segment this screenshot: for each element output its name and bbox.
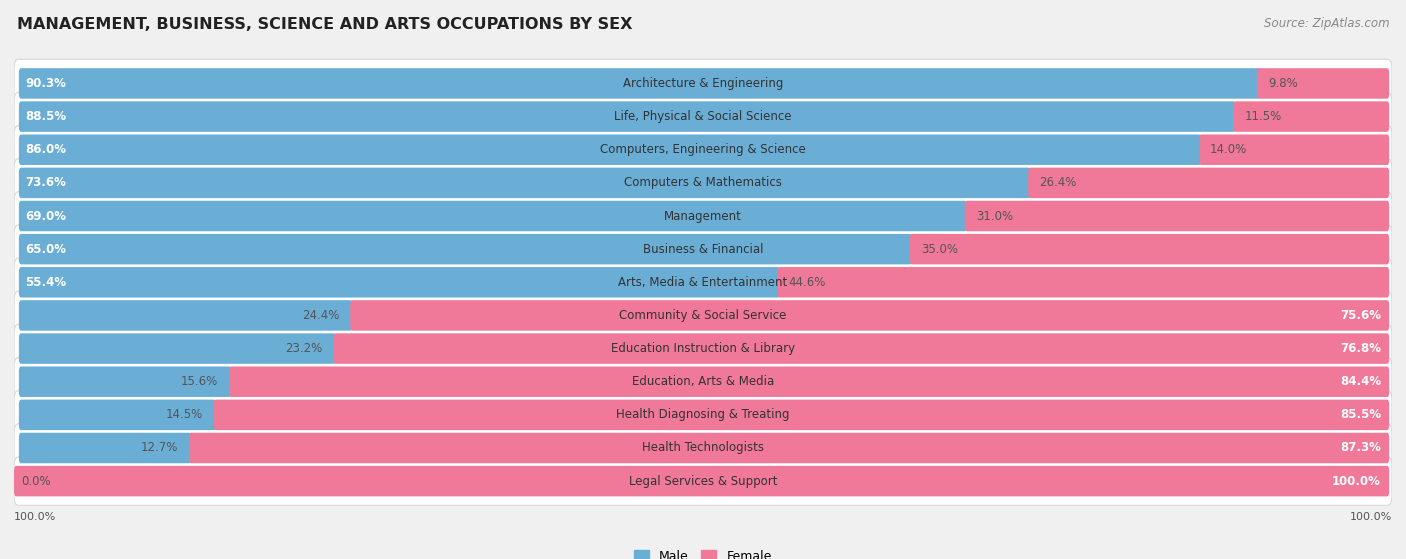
Text: MANAGEMENT, BUSINESS, SCIENCE AND ARTS OCCUPATIONS BY SEX: MANAGEMENT, BUSINESS, SCIENCE AND ARTS O… bbox=[17, 17, 633, 32]
FancyBboxPatch shape bbox=[14, 92, 1392, 141]
FancyBboxPatch shape bbox=[14, 324, 1392, 373]
FancyBboxPatch shape bbox=[18, 300, 353, 331]
FancyBboxPatch shape bbox=[18, 433, 191, 463]
FancyBboxPatch shape bbox=[18, 135, 1201, 165]
Text: 14.5%: 14.5% bbox=[166, 409, 202, 421]
FancyBboxPatch shape bbox=[188, 433, 1389, 463]
Text: 76.8%: 76.8% bbox=[1340, 342, 1381, 355]
Text: 73.6%: 73.6% bbox=[25, 177, 66, 190]
FancyBboxPatch shape bbox=[18, 68, 1260, 99]
FancyBboxPatch shape bbox=[14, 358, 1392, 406]
Text: 65.0%: 65.0% bbox=[25, 243, 66, 255]
Text: Education, Arts & Media: Education, Arts & Media bbox=[631, 375, 775, 388]
Text: Management: Management bbox=[664, 210, 742, 222]
Text: 23.2%: 23.2% bbox=[285, 342, 323, 355]
Text: Life, Physical & Social Science: Life, Physical & Social Science bbox=[614, 110, 792, 123]
FancyBboxPatch shape bbox=[14, 457, 1392, 505]
Text: 90.3%: 90.3% bbox=[25, 77, 66, 90]
FancyBboxPatch shape bbox=[18, 234, 911, 264]
FancyBboxPatch shape bbox=[350, 300, 1389, 331]
FancyBboxPatch shape bbox=[18, 168, 1031, 198]
FancyBboxPatch shape bbox=[778, 267, 1389, 297]
Text: 86.0%: 86.0% bbox=[25, 143, 66, 156]
Text: 15.6%: 15.6% bbox=[181, 375, 218, 388]
Text: 88.5%: 88.5% bbox=[25, 110, 66, 123]
Text: 12.7%: 12.7% bbox=[141, 442, 179, 454]
FancyBboxPatch shape bbox=[333, 333, 1389, 364]
FancyBboxPatch shape bbox=[14, 291, 1392, 340]
Text: 85.5%: 85.5% bbox=[1340, 409, 1381, 421]
FancyBboxPatch shape bbox=[14, 126, 1392, 174]
FancyBboxPatch shape bbox=[229, 367, 1389, 397]
FancyBboxPatch shape bbox=[18, 367, 231, 397]
FancyBboxPatch shape bbox=[14, 159, 1392, 207]
FancyBboxPatch shape bbox=[18, 101, 1236, 132]
FancyBboxPatch shape bbox=[14, 466, 1389, 496]
FancyBboxPatch shape bbox=[14, 258, 1392, 306]
Text: Arts, Media & Entertainment: Arts, Media & Entertainment bbox=[619, 276, 787, 289]
Text: Computers & Mathematics: Computers & Mathematics bbox=[624, 177, 782, 190]
FancyBboxPatch shape bbox=[14, 424, 1392, 472]
FancyBboxPatch shape bbox=[18, 267, 779, 297]
FancyBboxPatch shape bbox=[14, 59, 1392, 108]
Text: Education Instruction & Library: Education Instruction & Library bbox=[612, 342, 794, 355]
FancyBboxPatch shape bbox=[14, 391, 1392, 439]
Text: 55.4%: 55.4% bbox=[25, 276, 66, 289]
Text: Computers, Engineering & Science: Computers, Engineering & Science bbox=[600, 143, 806, 156]
Text: 100.0%: 100.0% bbox=[1331, 475, 1381, 487]
Text: Architecture & Engineering: Architecture & Engineering bbox=[623, 77, 783, 90]
FancyBboxPatch shape bbox=[1199, 135, 1389, 165]
Text: 24.4%: 24.4% bbox=[302, 309, 339, 322]
Text: 35.0%: 35.0% bbox=[921, 243, 957, 255]
Text: 11.5%: 11.5% bbox=[1244, 110, 1282, 123]
Text: Source: ZipAtlas.com: Source: ZipAtlas.com bbox=[1264, 17, 1389, 30]
Text: 75.6%: 75.6% bbox=[1340, 309, 1381, 322]
FancyBboxPatch shape bbox=[14, 192, 1392, 240]
FancyBboxPatch shape bbox=[1028, 168, 1389, 198]
FancyBboxPatch shape bbox=[965, 201, 1389, 231]
Text: 31.0%: 31.0% bbox=[976, 210, 1012, 222]
Legend: Male, Female: Male, Female bbox=[630, 546, 776, 559]
FancyBboxPatch shape bbox=[18, 400, 217, 430]
Text: 14.0%: 14.0% bbox=[1211, 143, 1247, 156]
Text: Health Technologists: Health Technologists bbox=[643, 442, 763, 454]
Text: Health Diagnosing & Treating: Health Diagnosing & Treating bbox=[616, 409, 790, 421]
Text: Business & Financial: Business & Financial bbox=[643, 243, 763, 255]
Text: 26.4%: 26.4% bbox=[1039, 177, 1077, 190]
Text: 84.4%: 84.4% bbox=[1340, 375, 1381, 388]
Text: Legal Services & Support: Legal Services & Support bbox=[628, 475, 778, 487]
FancyBboxPatch shape bbox=[214, 400, 1389, 430]
Text: 100.0%: 100.0% bbox=[1350, 511, 1392, 522]
Text: 9.8%: 9.8% bbox=[1268, 77, 1298, 90]
FancyBboxPatch shape bbox=[1233, 101, 1389, 132]
Text: 87.3%: 87.3% bbox=[1340, 442, 1381, 454]
Text: 44.6%: 44.6% bbox=[789, 276, 825, 289]
FancyBboxPatch shape bbox=[14, 225, 1392, 273]
Text: 69.0%: 69.0% bbox=[25, 210, 66, 222]
FancyBboxPatch shape bbox=[18, 201, 967, 231]
Text: Community & Social Service: Community & Social Service bbox=[619, 309, 787, 322]
FancyBboxPatch shape bbox=[1257, 68, 1389, 99]
FancyBboxPatch shape bbox=[910, 234, 1389, 264]
Text: 0.0%: 0.0% bbox=[21, 475, 51, 487]
Text: 100.0%: 100.0% bbox=[14, 511, 56, 522]
FancyBboxPatch shape bbox=[18, 333, 336, 364]
